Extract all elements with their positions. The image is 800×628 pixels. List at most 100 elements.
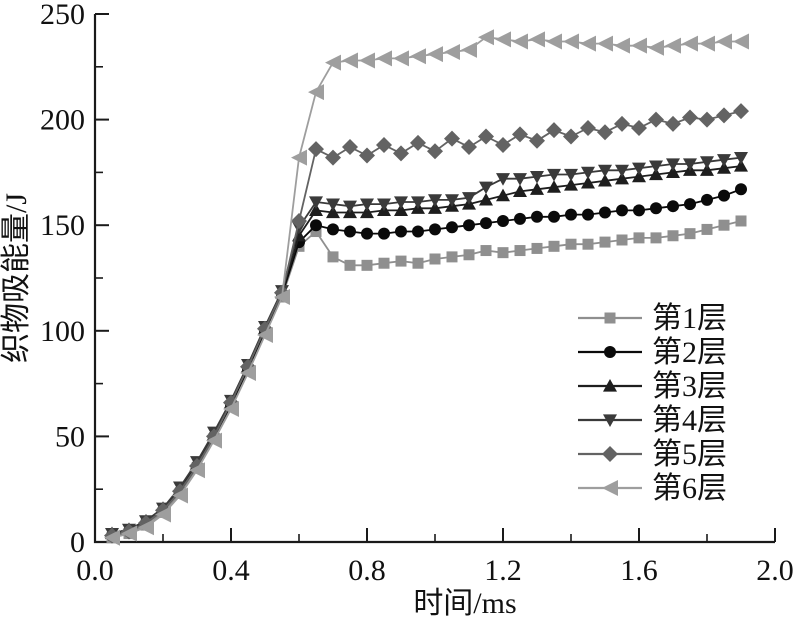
series-5-marker: [529, 132, 545, 149]
series-2-marker: [310, 219, 322, 232]
series-2-marker: [344, 225, 356, 238]
series-2-marker: [582, 208, 594, 221]
series-6-marker: [631, 37, 647, 54]
series-3-marker: [309, 203, 323, 217]
series-1-marker: [548, 240, 560, 252]
series-4-marker: [428, 194, 442, 207]
legend-diamond-icon: [602, 446, 618, 462]
legend-label: 第6层: [652, 472, 727, 505]
series-6-marker: [546, 33, 562, 50]
series-6-marker: [376, 50, 392, 67]
series-2-marker: [599, 206, 611, 219]
series-6-marker: [665, 37, 681, 54]
series-2-marker: [480, 217, 492, 230]
x-tick-label: 0.0: [76, 554, 114, 587]
series-2-marker: [327, 223, 339, 236]
series-3-marker: [513, 184, 527, 198]
series-1-marker: [446, 251, 458, 263]
series-2-marker: [735, 183, 747, 196]
legend-item-3: 第3层: [578, 370, 727, 403]
series-6-marker: [444, 44, 460, 61]
series-2-marker: [616, 204, 628, 217]
series-4-marker: [326, 198, 340, 212]
series-6-marker: [648, 39, 664, 56]
series-5-marker: [733, 103, 749, 120]
series-1-marker: [650, 232, 662, 244]
series-3-line: [111, 165, 742, 535]
series-6-marker: [393, 50, 409, 67]
series-4-marker: [377, 198, 391, 212]
legend-label: 第2层: [652, 336, 727, 369]
series-5-marker: [342, 139, 358, 156]
series-5-marker: [682, 109, 698, 126]
series-6-marker: [478, 29, 494, 46]
plot-area: 0 50 100 150 200 250 0.0 0.4 0.8 1.2 1.6 2.0 第1层第2层第…: [40, 0, 794, 587]
series-2-marker: [497, 214, 509, 227]
series-3-marker: [666, 165, 680, 178]
series-1-marker: [395, 255, 407, 267]
series-6-marker: [597, 35, 613, 52]
x-tick-label: 0.4: [212, 554, 250, 587]
series-2-marker: [650, 202, 662, 215]
series-3-marker: [496, 188, 510, 202]
series-5-marker: [410, 134, 426, 151]
series-6-marker: [291, 149, 307, 166]
series-2-marker: [446, 221, 458, 234]
series-5-marker: [495, 136, 511, 153]
series-5-marker: [512, 126, 528, 143]
series-5-marker: [461, 139, 477, 156]
series-1-marker: [633, 232, 645, 244]
legend-label: 第5层: [652, 438, 727, 471]
series-1-marker: [361, 259, 373, 271]
series-5-marker: [359, 147, 375, 164]
series-4-marker: [649, 160, 663, 174]
series-4-marker: [445, 194, 459, 207]
series-3-marker: [530, 182, 544, 195]
series-1-marker: [582, 238, 594, 250]
series-6-marker: [257, 327, 273, 344]
series-6-marker: [359, 52, 375, 69]
series-5-marker: [376, 136, 392, 153]
legend-item-2: 第2层: [578, 336, 727, 369]
series-3-marker: [479, 192, 493, 206]
legend-square-icon: [604, 312, 616, 324]
series-2-marker: [633, 204, 645, 217]
legend-item-4: 第4层: [578, 404, 727, 437]
series-1-marker: [616, 234, 628, 246]
series-2-marker: [463, 219, 475, 232]
series-6-marker: [699, 35, 715, 52]
series-2-marker: [412, 225, 424, 238]
series-4-marker: [530, 171, 544, 184]
series-3-marker: [700, 163, 714, 176]
series-4-marker: [632, 162, 646, 176]
series-3-marker: [360, 205, 374, 219]
series-3-marker: [428, 201, 442, 214]
series-5-marker: [631, 120, 647, 137]
series-6-marker: [461, 41, 477, 58]
series-6-marker: [495, 31, 511, 48]
y-tick-label: 0: [70, 526, 85, 559]
series-5-marker: [699, 111, 715, 128]
series-2-line: [111, 188, 742, 537]
series-2-marker: [514, 212, 526, 225]
series-6-marker: [121, 525, 137, 542]
series-6-marker: [716, 33, 732, 50]
legend-label: 第4层: [652, 404, 727, 437]
series-2-marker: [395, 225, 407, 238]
series-5-marker: [325, 149, 341, 166]
series-4-marker: [717, 154, 731, 167]
x-tick-label: 1.2: [484, 554, 522, 587]
series-4-marker: [360, 198, 374, 212]
series-4-marker: [683, 158, 697, 171]
series-1-marker: [497, 247, 509, 259]
series-6-marker: [155, 506, 171, 523]
legend-triangle-left-icon: [602, 480, 618, 496]
series-1-marker: [480, 245, 492, 257]
legend-circle-icon: [604, 346, 616, 358]
series-6-marker: [410, 48, 426, 65]
series-5-marker: [580, 120, 596, 137]
series-5-marker: [614, 115, 630, 132]
y-tick-label: 150: [40, 209, 85, 242]
